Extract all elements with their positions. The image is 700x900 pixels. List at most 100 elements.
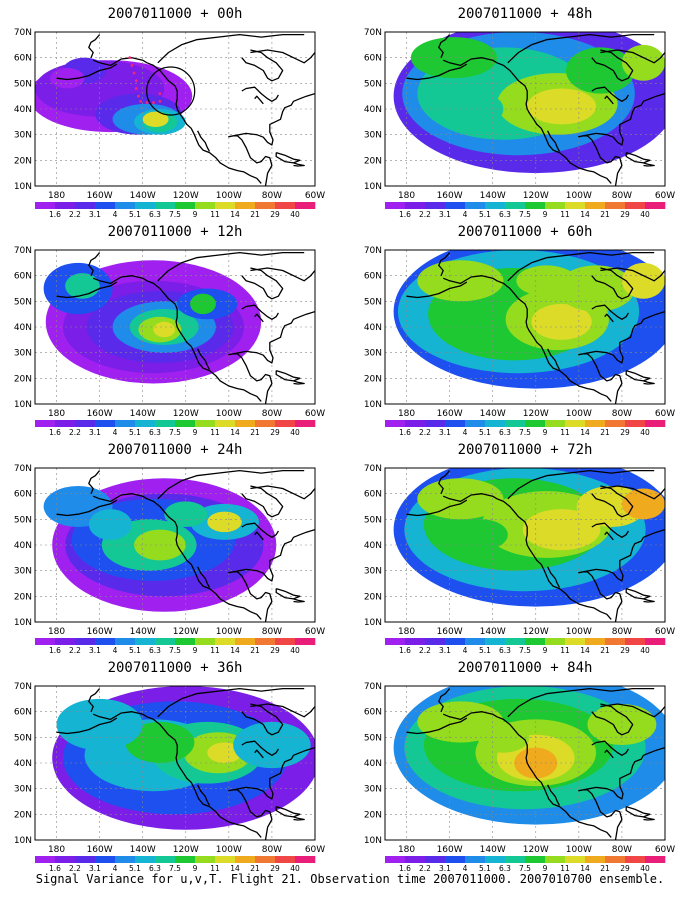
lon-label: 60W bbox=[655, 191, 675, 201]
variance-contour bbox=[134, 529, 186, 561]
lat-label: 20N bbox=[364, 156, 382, 166]
lon-label: 120W bbox=[173, 627, 199, 637]
colorbar-swatch bbox=[545, 856, 566, 863]
lon-label: 80W bbox=[612, 191, 632, 201]
colorbar-swatch bbox=[425, 202, 446, 209]
lon-label: 60W bbox=[305, 409, 325, 419]
colorbar-swatch bbox=[255, 856, 276, 863]
colorbar-level: 1.6 bbox=[49, 210, 61, 219]
coastline bbox=[228, 746, 315, 840]
lon-label: 100W bbox=[216, 845, 242, 855]
coastline bbox=[600, 267, 665, 282]
panel-title: 2007011000 + 00h bbox=[107, 6, 243, 22]
colorbar-swatch bbox=[75, 856, 96, 863]
variance-contour bbox=[410, 37, 497, 79]
colorbar-swatch bbox=[235, 202, 256, 209]
coastline bbox=[254, 95, 264, 105]
colorbar-level: 6.3 bbox=[149, 210, 161, 219]
coastline bbox=[250, 485, 315, 500]
colorbar-swatch bbox=[565, 202, 586, 209]
lat-label: 70N bbox=[14, 464, 32, 474]
variance-field bbox=[393, 32, 665, 174]
colorbar-swatch bbox=[385, 202, 406, 209]
lon-label: 80W bbox=[612, 627, 632, 637]
colorbar-swatch bbox=[95, 638, 116, 645]
colorbar-swatch bbox=[565, 856, 586, 863]
lat-label: 10N bbox=[364, 400, 382, 410]
colorbar-level: 4 bbox=[463, 646, 468, 655]
coastline bbox=[241, 740, 279, 756]
colorbar-swatch bbox=[445, 420, 466, 427]
panel-title: 2007011000 + 36h bbox=[107, 660, 243, 676]
coastline bbox=[275, 805, 301, 818]
colorbar-level: 2.2 bbox=[419, 428, 431, 437]
map-panel-60h: 2007011000 + 60h 70N 60N 50N 40N 30N 20N 10N 180… bbox=[350, 218, 700, 437]
lon-label: 140W bbox=[130, 627, 156, 637]
colorbar-level: 2.2 bbox=[69, 646, 81, 655]
coastline bbox=[625, 587, 651, 600]
coastline bbox=[438, 688, 451, 712]
colorbar-swatch bbox=[195, 202, 216, 209]
coastline bbox=[56, 499, 118, 517]
colorbar-swatch bbox=[565, 420, 586, 427]
colorbar-level: 4 bbox=[113, 428, 118, 437]
map-frame bbox=[34, 467, 316, 623]
colorbar-level: 7.5 bbox=[169, 210, 181, 219]
variance-contour bbox=[557, 265, 635, 312]
coastline bbox=[591, 703, 634, 736]
variance-contour bbox=[456, 519, 508, 551]
colorbar-level: 14 bbox=[230, 210, 240, 219]
dropsonde-track bbox=[128, 56, 162, 104]
coastline bbox=[92, 275, 262, 402]
lat-label: 30N bbox=[364, 349, 382, 359]
dropsonde-point bbox=[130, 63, 134, 67]
colorbar-level: 4 bbox=[113, 646, 118, 655]
colorbar-swatch bbox=[645, 420, 666, 427]
colorbar-swatch bbox=[485, 856, 506, 863]
coastline bbox=[275, 151, 301, 164]
lat-label: 70N bbox=[364, 246, 382, 256]
lon-label: 80W bbox=[612, 409, 632, 419]
colorbar-level: 5.1 bbox=[479, 864, 491, 873]
lat-label: 30N bbox=[14, 785, 32, 795]
lon-label: 180 bbox=[48, 409, 65, 419]
colorbar-level: 4 bbox=[463, 210, 468, 219]
lon-label: 100W bbox=[566, 627, 592, 637]
dropsonde-point bbox=[132, 71, 136, 75]
lat-label: 70N bbox=[364, 682, 382, 692]
colorbar-swatch bbox=[255, 638, 276, 645]
colorbar-level: 4 bbox=[113, 210, 118, 219]
lon-label: 180 bbox=[48, 845, 65, 855]
coastline bbox=[442, 57, 612, 184]
colorbar-swatch bbox=[385, 420, 406, 427]
panel-title: 2007011000 + 48h bbox=[457, 6, 593, 22]
colorbar-swatch bbox=[55, 856, 76, 863]
colorbar-swatch bbox=[55, 420, 76, 427]
variance-contour bbox=[88, 509, 132, 540]
variance-map: 70N 60N 50N 40N 30N 20N 10N 180 160W 140W 120W 100W… bbox=[14, 28, 325, 219]
coastlines bbox=[56, 251, 315, 404]
colorbar-level: 2.2 bbox=[419, 864, 431, 873]
coastline bbox=[241, 485, 284, 518]
coastline bbox=[56, 281, 118, 299]
lon-label: 100W bbox=[566, 409, 592, 419]
coastline bbox=[507, 33, 655, 64]
colorbar-level: 7.5 bbox=[519, 646, 531, 655]
lat-label: 20N bbox=[364, 592, 382, 602]
coastline bbox=[591, 86, 629, 102]
coastline bbox=[547, 566, 561, 588]
lat-label: 50N bbox=[364, 297, 382, 307]
coastlines bbox=[56, 687, 315, 840]
map-panel-36h: 2007011000 + 36h 70N 60N 50N 40N 30N 20N 10N 180… bbox=[0, 654, 350, 873]
lon-label: 100W bbox=[566, 845, 592, 855]
lat-label: 40N bbox=[14, 541, 32, 551]
colorbar-level: 9 bbox=[543, 210, 548, 219]
colorbar-level: 3.1 bbox=[439, 864, 451, 873]
colorbar-swatch bbox=[545, 638, 566, 645]
graticule bbox=[35, 32, 315, 186]
lat-label: 10N bbox=[364, 182, 382, 192]
colorbar-swatch bbox=[405, 202, 426, 209]
lat-label: 10N bbox=[364, 836, 382, 846]
lat-label: 60N bbox=[14, 490, 32, 500]
colorbar-level: 11 bbox=[210, 428, 220, 437]
